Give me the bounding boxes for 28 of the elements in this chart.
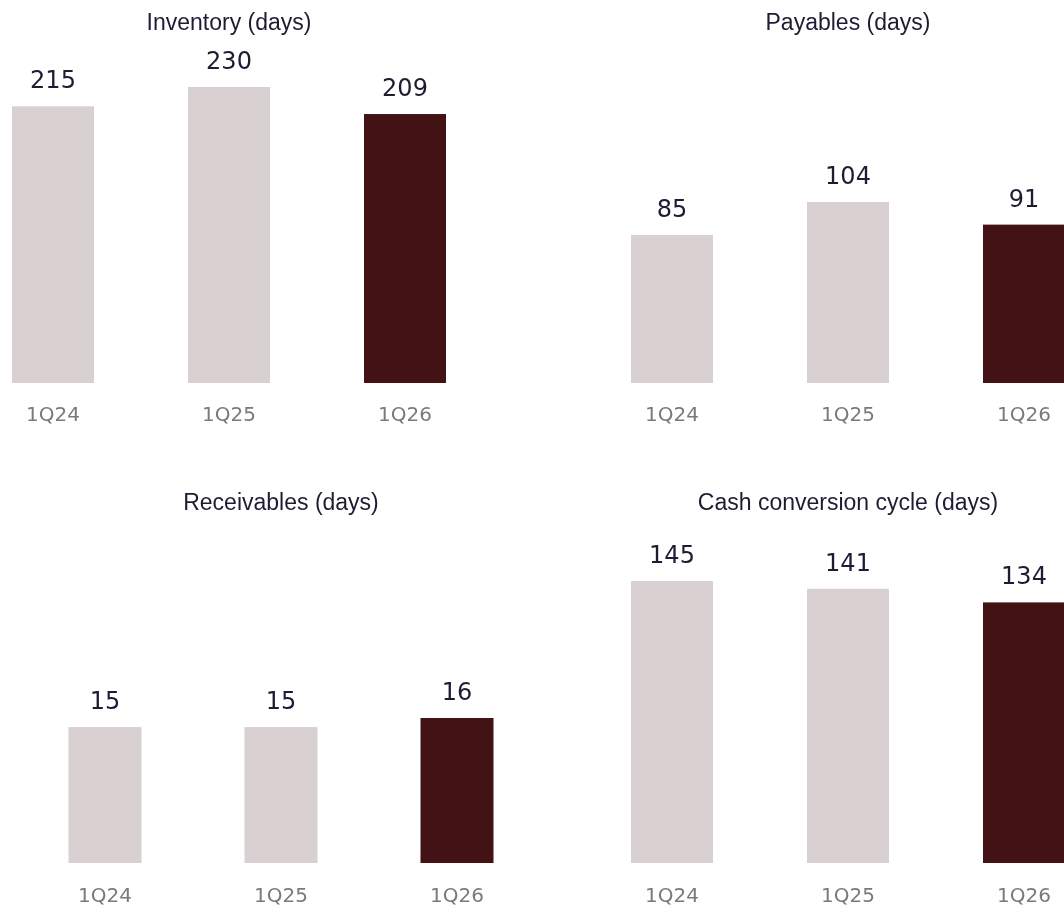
x-tick-label: 1Q25 [202,402,256,427]
data-label: 15 [265,687,297,716]
data-label: 209 [382,74,428,103]
chart-title: Cash conversion cycle (days) [697,489,999,515]
data-label: 141 [825,548,871,577]
data-label: 230 [206,47,252,75]
data-label: 215 [30,66,76,95]
chart-title: Inventory (days) [146,9,312,35]
x-tick-label: 1Q26 [378,402,432,427]
x-tick-label: 1Q24 [78,883,132,908]
x-tick-label: 1Q25 [821,402,875,427]
data-label: 15 [89,687,121,716]
x-tick-label: 1Q25 [254,883,308,908]
x-tick-label: 1Q26 [430,883,484,908]
x-tick-label: 1Q24 [645,402,699,427]
chart-title: Payables (days) [765,9,931,35]
x-tick-label: 1Q26 [997,402,1051,427]
x-tick-label: 1Q26 [997,883,1051,908]
data-label: 85 [656,195,688,224]
data-label: 145 [649,541,695,569]
x-tick-label: 1Q24 [26,402,80,427]
data-label: 134 [1001,562,1047,591]
x-tick-label: 1Q25 [821,883,875,908]
data-label: 104 [825,162,871,190]
x-tick-label: 1Q24 [645,883,699,908]
chart-title: Receivables (days) [183,489,379,515]
data-label: 16 [441,678,473,706]
data-label: 91 [1008,184,1040,213]
